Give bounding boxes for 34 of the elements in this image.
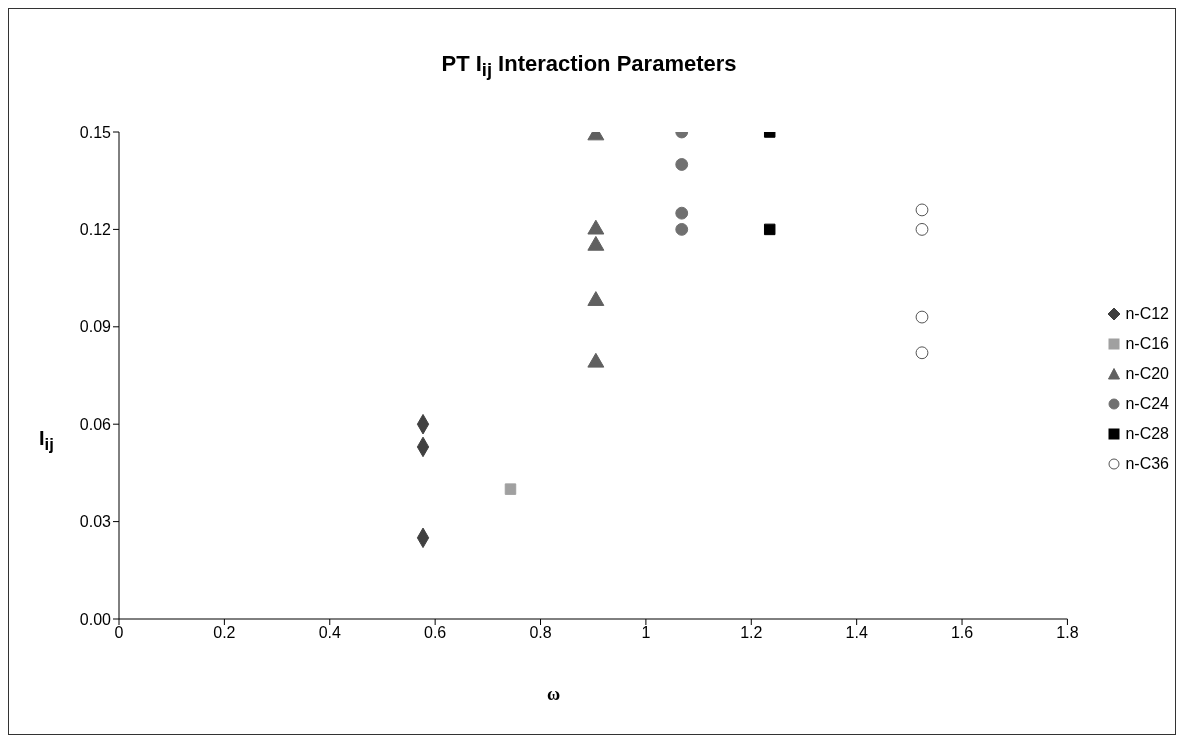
legend-label: n-C36 [1125, 455, 1169, 473]
point [675, 222, 689, 236]
x-tick-label: 0 [114, 624, 124, 642]
x-tick-label: 0.2 [213, 624, 236, 642]
point [763, 223, 776, 236]
x-tick-label: 1.4 [845, 624, 868, 642]
y-tick-label: 0.09 [79, 318, 112, 336]
point [675, 206, 689, 220]
x-tick-label: 1.8 [1056, 624, 1079, 642]
point [504, 483, 517, 495]
point [675, 158, 689, 171]
legend-label: n-C16 [1125, 335, 1169, 353]
x-tick-label: 0.8 [529, 624, 552, 642]
y-tick-label: 0.12 [79, 221, 112, 239]
chart-title: PT I$_{ij}$ Interaction Parameters [440, 51, 738, 82]
y-axis-title: I$_{ij}$ [39, 427, 54, 455]
legend-label: n-C24 [1125, 395, 1169, 413]
y-tick-label: 0.00 [79, 610, 112, 628]
x-tick-label: 0.6 [424, 624, 447, 642]
y-tick-label: 0.03 [79, 513, 112, 531]
x-tick-label: 1.2 [740, 624, 763, 642]
point [915, 346, 929, 360]
point [915, 203, 929, 217]
x-tick-label: 0.4 [318, 624, 341, 642]
point [915, 222, 929, 236]
x-tick-label: 1 [641, 624, 651, 642]
legend-label: n-C28 [1125, 425, 1169, 443]
point [915, 310, 929, 324]
y-tick-label: 0.15 [79, 123, 112, 141]
x-axis-title: ω [547, 684, 561, 705]
x-tick-label: 1.6 [950, 624, 974, 642]
y-tick-label: 0.06 [79, 415, 112, 433]
legend-label: n-C20 [1125, 365, 1169, 383]
legend-label: n-C12 [1125, 305, 1169, 323]
